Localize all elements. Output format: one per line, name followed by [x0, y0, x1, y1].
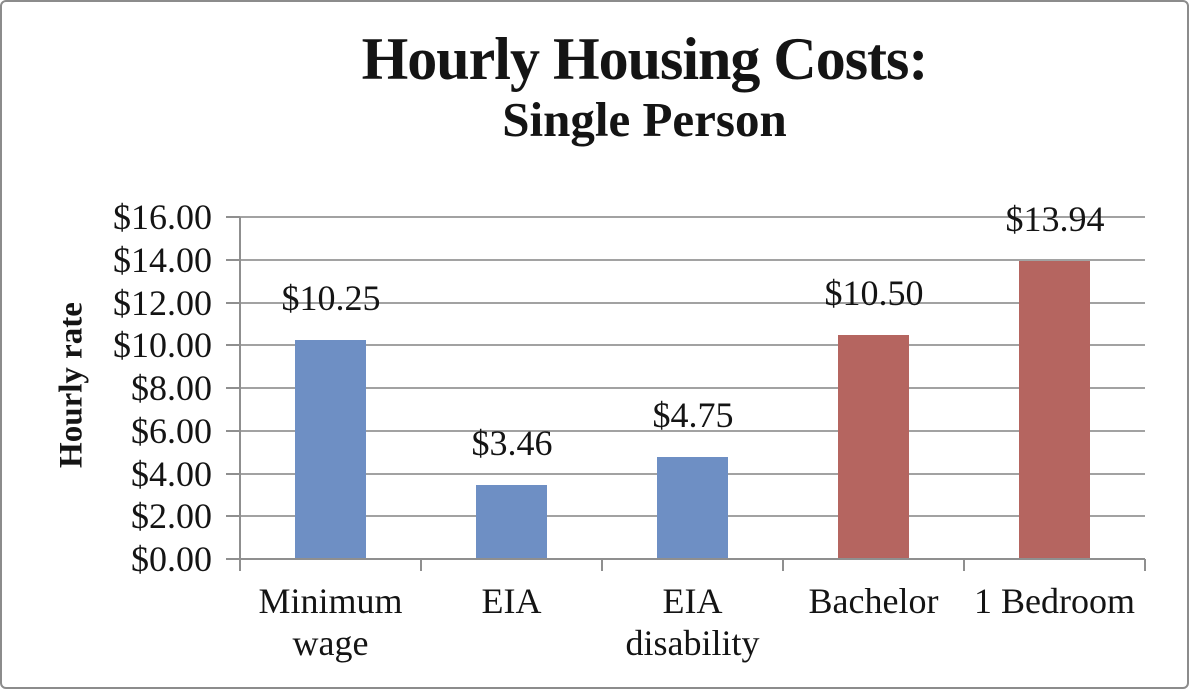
x-axis-tick — [1144, 559, 1146, 571]
y-axis-tick-label: $6.00 — [131, 410, 212, 451]
bar-eia — [476, 485, 547, 559]
x-axis-tick — [601, 559, 603, 571]
y-axis-tick — [226, 558, 240, 560]
bar-value-label: $4.75 — [652, 395, 734, 435]
y-axis-tick-label: $10.00 — [113, 325, 212, 366]
y-axis-tick — [226, 344, 240, 347]
y-axis-tick-label: $0.00 — [131, 539, 212, 579]
bar-value-label: $10.25 — [281, 278, 381, 318]
y-axis-tick — [226, 429, 240, 432]
y-axis-tick — [226, 472, 240, 475]
x-axis-category-label-1-bedroom: 1 Bedroom — [964, 580, 1145, 622]
y-axis-tick-label: $12.00 — [113, 282, 212, 323]
bar-value-label: $10.50 — [824, 273, 924, 313]
y-axis-tick — [226, 301, 240, 304]
x-axis-category-label-line: disability — [625, 623, 760, 663]
bar-minimum-wage — [295, 340, 366, 559]
x-axis-category-label-line: EIA — [481, 581, 542, 621]
y-axis-tick — [226, 515, 240, 518]
bar-eia-disability — [657, 457, 728, 559]
chart-subtitle: Single Person — [502, 92, 787, 147]
gridline — [240, 216, 1145, 218]
x-axis-category-label-bachelor: Bachelor — [783, 580, 964, 622]
bar-bachelor — [838, 335, 909, 559]
x-axis-category-label-eia-disability: EIA disability — [602, 580, 783, 664]
x-axis-tick — [782, 559, 784, 571]
bar-value-label: $13.94 — [1005, 199, 1105, 239]
chart-title-block: Hourly Housing Costs: Single Person — [102, 26, 1187, 148]
x-axis-category-label-eia: EIA — [421, 580, 602, 622]
x-axis-category-label-line: Minimum — [258, 581, 403, 621]
bar-1-bedroom — [1019, 261, 1090, 559]
x-axis-category-label-line: 1 Bedroom — [974, 581, 1135, 621]
gridline — [240, 301, 1145, 304]
gridline — [240, 258, 1145, 261]
gridline — [240, 387, 1145, 389]
y-axis-tick-label: $4.00 — [131, 453, 212, 494]
y-axis-tick-label: $2.00 — [131, 496, 212, 537]
y-axis-tick-label: $16.00 — [113, 197, 212, 237]
gridline — [240, 344, 1145, 347]
y-axis-tick — [226, 387, 240, 389]
x-axis-line — [240, 558, 1145, 560]
gridline — [240, 429, 1145, 432]
bar-value-label: $3.46 — [471, 423, 553, 463]
x-axis-category-label-line: Bachelor — [808, 581, 939, 621]
chart-title: Hourly Housing Costs: — [361, 26, 929, 92]
y-axis-tick — [226, 258, 240, 261]
x-axis-category-label-minimum-wage: Minimum wage — [240, 580, 421, 664]
y-axis-line — [239, 217, 241, 570]
x-axis-tick — [963, 559, 965, 571]
x-axis-tick — [420, 559, 422, 571]
x-axis-category-label-line: wage — [292, 623, 369, 663]
y-axis-tick-label: $14.00 — [113, 239, 212, 280]
y-axis-tick — [226, 216, 240, 218]
x-axis-category-label-line: EIA — [662, 581, 723, 621]
y-axis-tick-label: $8.00 — [131, 368, 212, 408]
